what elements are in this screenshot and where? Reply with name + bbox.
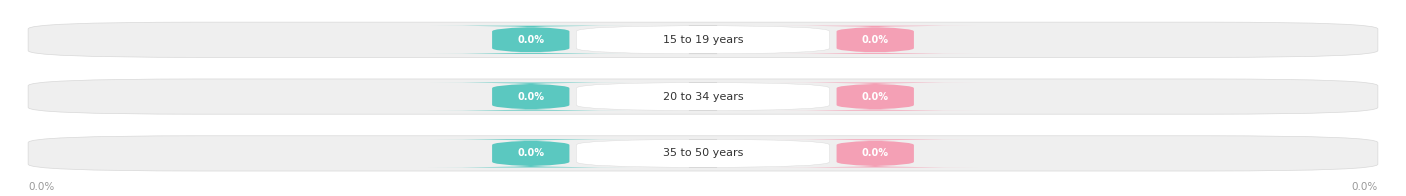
FancyBboxPatch shape <box>576 26 830 54</box>
FancyBboxPatch shape <box>576 139 830 167</box>
Text: 0.0%: 0.0% <box>862 35 889 45</box>
FancyBboxPatch shape <box>429 139 633 167</box>
FancyBboxPatch shape <box>429 26 633 54</box>
Text: 0.0%: 0.0% <box>1351 182 1378 192</box>
Text: 0.0%: 0.0% <box>862 148 889 158</box>
FancyBboxPatch shape <box>28 79 1378 114</box>
FancyBboxPatch shape <box>773 83 977 111</box>
FancyBboxPatch shape <box>28 136 1378 171</box>
FancyBboxPatch shape <box>429 83 633 111</box>
FancyBboxPatch shape <box>773 139 977 167</box>
FancyBboxPatch shape <box>576 83 830 111</box>
FancyBboxPatch shape <box>773 26 977 54</box>
Text: 15 to 19 years: 15 to 19 years <box>662 35 744 45</box>
Text: 0.0%: 0.0% <box>862 92 889 102</box>
Text: 35 to 50 years: 35 to 50 years <box>662 148 744 158</box>
Text: 0.0%: 0.0% <box>28 182 55 192</box>
Text: 0.0%: 0.0% <box>517 92 544 102</box>
Text: 0.0%: 0.0% <box>517 148 544 158</box>
Text: 0.0%: 0.0% <box>517 35 544 45</box>
FancyBboxPatch shape <box>28 22 1378 57</box>
Text: 20 to 34 years: 20 to 34 years <box>662 92 744 102</box>
